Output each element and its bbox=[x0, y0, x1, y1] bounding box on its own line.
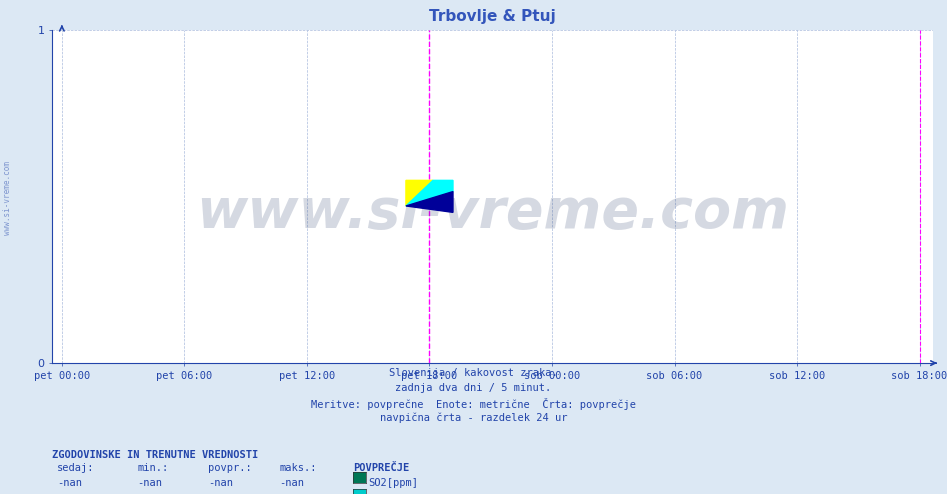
Text: Slovenija / kakovost zraka.: Slovenija / kakovost zraka. bbox=[389, 368, 558, 378]
Polygon shape bbox=[406, 192, 453, 212]
Title: Trbovlje & Ptuj: Trbovlje & Ptuj bbox=[429, 9, 556, 24]
Polygon shape bbox=[406, 180, 453, 206]
Text: POVPREČJE: POVPREČJE bbox=[353, 463, 409, 473]
Text: -nan: -nan bbox=[279, 478, 304, 488]
Text: navpična črta - razdelek 24 ur: navpična črta - razdelek 24 ur bbox=[380, 412, 567, 423]
Text: min.:: min.: bbox=[137, 463, 169, 473]
Text: ZGODOVINSKE IN TRENUTNE VREDNOSTI: ZGODOVINSKE IN TRENUTNE VREDNOSTI bbox=[52, 450, 259, 459]
Text: povpr.:: povpr.: bbox=[208, 463, 252, 473]
Text: -nan: -nan bbox=[208, 478, 233, 488]
Text: sedaj:: sedaj: bbox=[57, 463, 95, 473]
Text: SO2[ppm]: SO2[ppm] bbox=[368, 478, 419, 488]
Text: maks.:: maks.: bbox=[279, 463, 317, 473]
Text: zadnja dva dni / 5 minut.: zadnja dva dni / 5 minut. bbox=[396, 383, 551, 393]
Text: www.si-vreme.com: www.si-vreme.com bbox=[3, 161, 12, 235]
Text: Meritve: povprečne  Enote: metrične  Črta: povprečje: Meritve: povprečne Enote: metrične Črta:… bbox=[311, 398, 636, 410]
Text: www.si-vreme.com: www.si-vreme.com bbox=[196, 186, 789, 240]
Text: -nan: -nan bbox=[137, 478, 162, 488]
Polygon shape bbox=[406, 180, 433, 206]
Text: -nan: -nan bbox=[57, 478, 81, 488]
